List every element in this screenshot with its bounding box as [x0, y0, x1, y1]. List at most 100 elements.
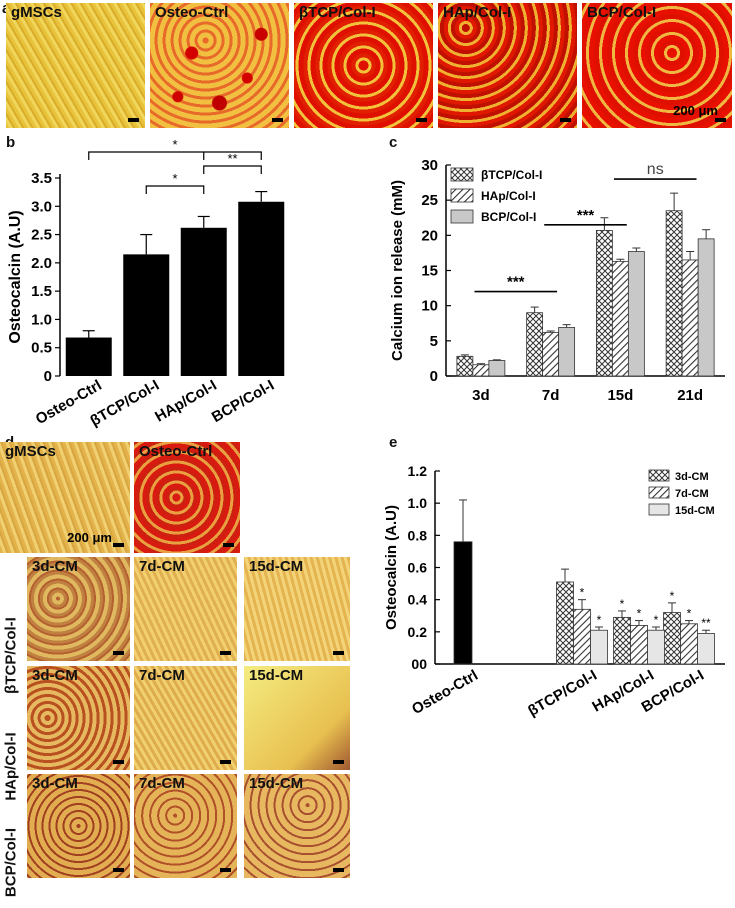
- y-tick-label: 3.5: [31, 170, 52, 187]
- scale-bar: [220, 760, 231, 764]
- scale-bar: [272, 118, 283, 122]
- bar: [238, 201, 285, 376]
- significance-marker: *: [687, 607, 692, 621]
- y-tick-label: 1.0: [408, 495, 428, 511]
- bar: [590, 629, 608, 665]
- micrograph-label: Osteo-Ctrl: [139, 443, 213, 460]
- legend-swatch: [648, 503, 670, 516]
- scale-bar: [113, 651, 124, 655]
- bar: [453, 541, 473, 665]
- panel-label-b: b: [6, 134, 16, 151]
- y-tick-label: 5: [430, 333, 438, 350]
- bar: [697, 633, 715, 665]
- significance-bracket: [203, 165, 262, 174]
- significance-marker: *: [637, 607, 642, 621]
- chart-c-calcium-release: 0 5 10 15 20 25 30 Calcium ion release (mM) 3d 7d…: [389, 157, 725, 404]
- scale-bar: [220, 868, 231, 872]
- legend-swatch: [648, 469, 670, 482]
- scale-bar: [560, 118, 571, 122]
- y-tick-label: 25: [421, 192, 438, 209]
- bar: [65, 337, 112, 376]
- bar: [456, 355, 474, 377]
- bar: [123, 254, 170, 376]
- x-tick-label: BCP/Col-I: [209, 377, 277, 426]
- significance-marker: *: [620, 597, 625, 611]
- micrograph-hap-col-i: HAp/Col-I: [438, 3, 577, 128]
- significance-marker: *: [670, 589, 675, 603]
- scale-bar: [223, 543, 234, 547]
- y-tick-label: 00: [411, 656, 427, 672]
- panel-label-e: e: [389, 434, 398, 451]
- micrograph-gmscs: gMSCs: [6, 3, 145, 128]
- micrograph-d-gmscs: gMSCs 200 μm: [0, 442, 130, 553]
- x-tick-label: Osteo-Ctrl: [409, 667, 481, 718]
- micrograph-label: HAp/Col-I: [443, 4, 512, 21]
- micrograph-label: Osteo-Ctrl: [155, 4, 229, 21]
- legend-label: βTCP/Col-I: [481, 168, 542, 182]
- micrograph-d-osteo-ctrl: Osteo-Ctrl: [134, 442, 240, 553]
- micrograph-d-3-2: 7d-CM: [134, 774, 237, 878]
- scale-text: 200 μm: [67, 530, 112, 545]
- bar: [556, 581, 574, 665]
- bar: [180, 227, 227, 376]
- micrograph-osteo-ctrl: Osteo-Ctrl: [150, 3, 289, 128]
- bar: [611, 260, 629, 377]
- scale-bar: [333, 868, 344, 872]
- bar: [472, 364, 490, 377]
- y-tick-label: 0.8: [408, 527, 428, 543]
- micrograph-bcp-col-i: BCP/Col-I 200 μm: [582, 3, 732, 128]
- y-tick-label: 1.2: [408, 463, 428, 479]
- significance-marker: *: [597, 613, 602, 627]
- bar: [558, 327, 576, 377]
- bar: [647, 629, 665, 665]
- micrograph-label: 7d-CM: [139, 558, 185, 575]
- legend-label: 3d-CM: [675, 471, 709, 483]
- legend-label: BCP/Col-I: [481, 210, 536, 224]
- legend-label: 7d-CM: [675, 488, 709, 500]
- significance-marker: ***: [507, 274, 525, 291]
- row-label-bcp: BCP/Col-I: [2, 827, 20, 898]
- scale-bar: [113, 760, 124, 764]
- legend-swatch: [450, 209, 474, 224]
- x-tick-label: 21d: [677, 387, 703, 404]
- significance-bracket: [88, 151, 262, 160]
- y-tick-label: 0.5: [31, 340, 52, 357]
- micrograph-label: BCP/Col-I: [587, 4, 657, 21]
- scale-bar: [113, 543, 124, 547]
- y-axis-label: Calcium ion release (mM): [389, 180, 406, 361]
- bar: [542, 331, 560, 377]
- scale-bar: [416, 118, 427, 122]
- micrograph-d-3-3: 15d-CM: [244, 774, 350, 878]
- x-tick-label: 3d: [472, 387, 490, 404]
- micrograph-d-1-2: 7d-CM: [134, 557, 237, 661]
- legend-swatch: [450, 188, 474, 203]
- bar: [680, 623, 698, 665]
- y-axis-label: Osteocalcin (A.U): [7, 210, 24, 343]
- significance-marker: ***: [577, 207, 595, 224]
- significance-marker: ns: [647, 161, 664, 178]
- y-tick-label: 10: [421, 298, 438, 315]
- y-axis-label: Osteocalcin (A.U): [383, 505, 400, 630]
- micrograph-btcp-col-i: βTCP/Col-I: [294, 3, 433, 128]
- bar: [595, 230, 613, 377]
- scale-text: 200 μm: [673, 103, 718, 118]
- scale-bar: [715, 118, 726, 122]
- y-tick-label: 1.0: [31, 311, 52, 328]
- significance-marker: *: [580, 586, 585, 600]
- legend-label: 15d-CM: [675, 505, 715, 517]
- x-tick-label: HAp/Col-I: [152, 377, 220, 426]
- scale-bar: [113, 868, 124, 872]
- micrograph-label: 15d-CM: [249, 775, 304, 792]
- micrograph-d-1-1: 3d-CM: [27, 557, 130, 661]
- x-tick-label: βTCP/Col-I: [525, 667, 600, 720]
- y-tick-label: 30: [421, 157, 438, 174]
- bar: [697, 238, 715, 377]
- scale-bar: [333, 760, 344, 764]
- bar: [630, 624, 648, 665]
- significance-marker: **: [701, 616, 711, 630]
- scale-bar: [333, 651, 344, 655]
- bar: [488, 360, 506, 377]
- bar: [613, 616, 631, 665]
- bar: [573, 608, 591, 665]
